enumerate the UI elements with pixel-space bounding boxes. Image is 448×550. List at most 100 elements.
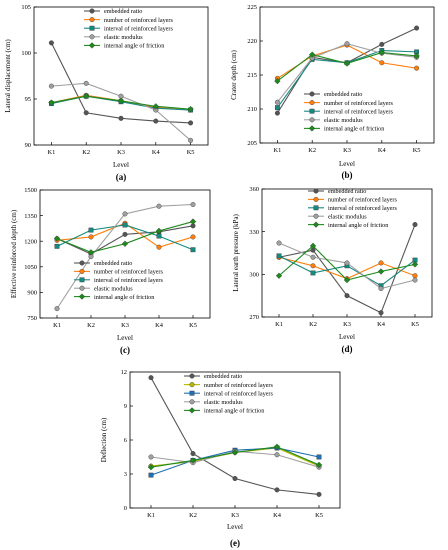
y-tick-label: 0 <box>124 505 127 512</box>
legend-marker-number-of-reinforced-layers <box>189 382 195 388</box>
x-axis-label: Level <box>339 160 355 168</box>
x-tick-label: K1 <box>273 147 281 154</box>
y-axis-label: Deflection (cm) <box>100 417 108 462</box>
panel-label: (d) <box>342 344 353 354</box>
point-embedded-ratio <box>316 491 322 497</box>
legend-marker-number-of-reinforced-layers <box>89 17 95 23</box>
y-tick-label: 9 <box>124 403 127 410</box>
x-tick-label: K1 <box>147 512 155 519</box>
x-tick-label: K2 <box>309 321 317 328</box>
point-internal-angle-of-friction <box>117 97 125 105</box>
x-tick-label: K4 <box>152 149 161 156</box>
point-internal-angle-of-friction <box>343 60 351 67</box>
point-number-of-reinforced-layers <box>379 60 385 66</box>
panel-label: (c) <box>120 345 130 355</box>
point-internal-angle-of-friction <box>87 249 95 256</box>
point-interval-of-reinforced-layers <box>310 270 316 276</box>
point-embedded-ratio <box>190 451 196 457</box>
legend-label-embedded-ratio: embedded ratio <box>328 188 366 195</box>
x-axis-label: Level <box>227 523 243 531</box>
point-elastic-modulus <box>274 99 280 105</box>
legend-marker-interval-of-reinforced-layers <box>309 108 315 114</box>
point-embedded-ratio <box>274 110 280 116</box>
point-embedded-ratio <box>274 487 280 493</box>
point-internal-angle-of-friction <box>411 261 419 268</box>
legend-label-interval-of-reinforced-layers: interval of reinforced layers <box>94 277 163 284</box>
legend-label-internal-angle-of-friction: internal angle of friction <box>94 294 154 301</box>
legend-label-elastic-modulus: elastic modulus <box>204 399 243 406</box>
legend-marker-number-of-reinforced-layers <box>79 268 85 274</box>
x-tick-label: K4 <box>155 322 164 329</box>
legend-label-internal-angle-of-friction: internal angle of friction <box>104 43 164 50</box>
y-tick-label: 270 <box>249 314 259 321</box>
legend-label-number-of-reinforced-layers: number of reinforced layers <box>328 197 397 204</box>
point-embedded-ratio <box>122 231 128 237</box>
x-tick-label: K5 <box>411 321 419 328</box>
point-elastic-modulus <box>54 306 60 312</box>
point-elastic-modulus <box>148 454 154 460</box>
chart-e: 0 3 6 9 12 K1 K2 K3 K4 K5 Level Deflection (cm) (e) e… <box>100 369 341 548</box>
x-tick-label: K4 <box>377 321 386 328</box>
x-tick-label: K1 <box>53 322 61 329</box>
panel-label: (b) <box>342 170 353 180</box>
point-number-of-reinforced-layers <box>414 65 420 71</box>
point-internal-angle-of-friction <box>378 49 385 56</box>
chart-a: 90 95 100 105 K1 K2 K3 K4 K5 Level Lateral displac… <box>4 4 209 182</box>
point-elastic-modulus <box>122 211 128 217</box>
legend-label-interval-of-reinforced-layers: interval of reinforced layers <box>328 205 397 212</box>
y-tick-label: 225 <box>247 4 257 11</box>
panel-label: (a) <box>116 172 127 182</box>
legend-label-elastic-modulus: elastic modulus <box>328 213 367 220</box>
point-internal-angle-of-friction <box>309 51 316 58</box>
point-internal-angle-of-friction <box>152 103 159 110</box>
legend-marker-internal-angle-of-friction <box>312 221 320 228</box>
legend-marker-elastic-modulus <box>313 213 319 219</box>
y-axis-label: Lateral displacement (cm) <box>4 39 12 113</box>
legend-label-embedded-ratio: embedded ratio <box>104 8 142 15</box>
point-internal-angle-of-friction <box>231 449 239 456</box>
x-tick-label: K2 <box>82 149 90 156</box>
legend-marker-interval-of-reinforced-layers <box>79 277 85 283</box>
point-number-of-reinforced-layers <box>156 244 162 250</box>
point-interval-of-reinforced-layers <box>316 454 322 460</box>
point-embedded-ratio <box>378 310 384 316</box>
x-tick-label: K1 <box>275 321 283 328</box>
point-number-of-reinforced-layers <box>310 263 316 269</box>
chart-c: 750 900 1050 1200 1350 1500 K1 K2 K3 K4 K5 Level Eff… <box>10 187 211 355</box>
point-number-of-reinforced-layers <box>412 273 418 279</box>
panel-label: (e) <box>230 538 240 548</box>
point-internal-angle-of-friction <box>189 218 197 225</box>
x-tick-label: K2 <box>308 147 316 154</box>
point-interval-of-reinforced-layers <box>88 227 94 233</box>
point-internal-angle-of-friction <box>53 235 61 242</box>
series-line-elastic-modulus <box>51 82 191 141</box>
point-internal-angle-of-friction <box>274 77 281 85</box>
legend-label-number-of-reinforced-layers: number of reinforced layers <box>94 269 163 276</box>
y-tick-label: 12 <box>121 369 127 376</box>
legend-marker-embedded-ratio <box>189 373 195 379</box>
legend-marker-embedded-ratio <box>89 8 95 14</box>
point-elastic-modulus <box>188 137 194 143</box>
point-internal-angle-of-friction <box>309 242 317 250</box>
legend-marker-elastic-modulus <box>309 117 315 123</box>
series-line-embedded-ratio <box>50 42 191 124</box>
point-number-of-reinforced-layers <box>378 260 384 266</box>
y-tick-label: 1350 <box>24 213 37 220</box>
legend-marker-internal-angle-of-friction <box>308 125 316 132</box>
point-embedded-ratio <box>188 120 194 126</box>
legend-marker-embedded-ratio <box>313 188 319 194</box>
point-embedded-ratio <box>232 476 238 482</box>
legend-marker-embedded-ratio <box>309 91 315 97</box>
point-elastic-modulus <box>274 452 280 458</box>
y-tick-label: 1500 <box>24 187 37 194</box>
point-internal-angle-of-friction <box>83 93 90 100</box>
y-tick-label: 215 <box>247 72 257 79</box>
x-tick-label: K2 <box>87 322 95 329</box>
point-elastic-modulus <box>48 83 54 89</box>
point-embedded-ratio <box>118 115 124 121</box>
y-tick-label: 220 <box>247 38 257 45</box>
point-elastic-modulus <box>378 286 384 292</box>
y-tick-label: 95 <box>25 96 31 103</box>
point-internal-angle-of-friction <box>189 457 197 464</box>
x-tick-label: K4 <box>273 512 282 519</box>
